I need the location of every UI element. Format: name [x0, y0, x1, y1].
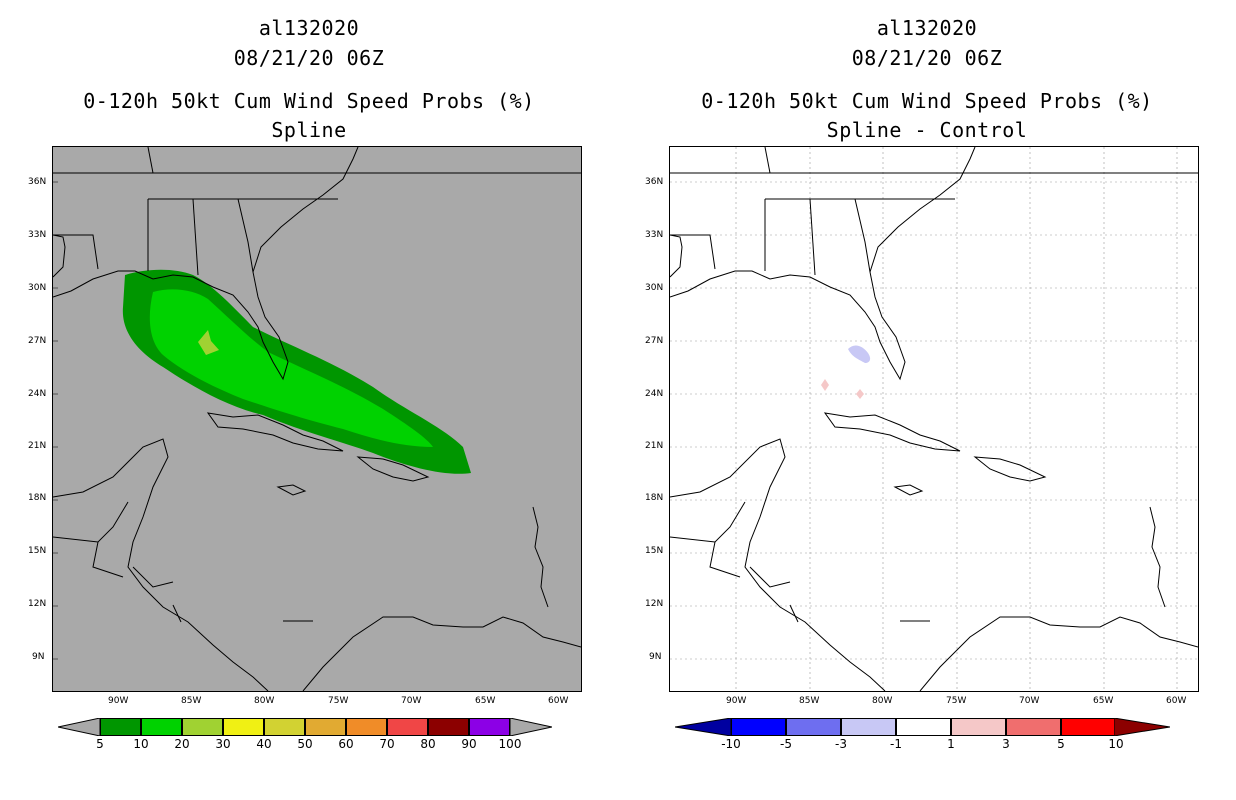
- colorbar-segment: [223, 718, 264, 736]
- colorbar-segment: [841, 718, 896, 736]
- datetime-title: 08/21/20 06Z: [233, 46, 385, 70]
- colorbar-segment: [346, 718, 387, 736]
- colorbar-left-arrow: [58, 718, 100, 736]
- lat-label: 9N: [32, 652, 45, 662]
- lat-label: 36N: [28, 177, 47, 187]
- lat-label: 12N: [28, 599, 47, 609]
- prob-region-20-30: [198, 330, 219, 355]
- lat-label: 18N: [645, 493, 664, 503]
- lat-label: 24N: [28, 389, 47, 399]
- lon-label: 85W: [181, 696, 202, 706]
- map-grid-ticks: [53, 181, 58, 660]
- lat-label: 12N: [645, 599, 664, 609]
- lon-label: 65W: [475, 696, 496, 706]
- lat-label: 36N: [645, 177, 664, 187]
- difference-map-svg: [670, 147, 1198, 691]
- product-title: 0-120h 50kt Cum Wind Speed Probs (%): [83, 89, 535, 113]
- colorbar-segment: [305, 718, 346, 736]
- coastline-map: [53, 147, 581, 691]
- colorbar-right-arrow: [1114, 718, 1170, 736]
- colorbar-label: -5: [780, 737, 792, 751]
- colorbar-label: 70: [379, 737, 395, 751]
- lat-label: 21N: [645, 441, 664, 451]
- method-subtitle: Spline - Control: [826, 118, 1028, 142]
- colorbar-label: -10: [721, 737, 741, 751]
- lat-label: 27N: [28, 336, 47, 346]
- lat-label: 18N: [28, 493, 47, 503]
- colorbar-label: -3: [835, 737, 847, 751]
- lon-label: 65W: [1093, 696, 1114, 706]
- colorbar-segment: [1061, 718, 1116, 736]
- colorbar-label: 60: [338, 737, 354, 751]
- lon-label: 70W: [401, 696, 422, 706]
- prob-region-10-20: [149, 289, 433, 447]
- colorbar-segment: [387, 718, 428, 736]
- lat-label: 30N: [28, 283, 47, 293]
- right-panel: al132020 08/21/20 06Z 0-120h 50kt Cum Wi…: [618, 0, 1236, 800]
- colorbar-label: 3: [1002, 737, 1010, 751]
- colorbar-label: 5: [96, 737, 104, 751]
- lon-label: 60W: [548, 696, 569, 706]
- lat-label: 33N: [645, 230, 664, 240]
- storm-id-title: al132020: [876, 16, 978, 40]
- lon-label: 80W: [254, 696, 275, 706]
- map-gridlines: [670, 147, 1198, 691]
- colorbar-segment: [469, 718, 510, 736]
- colorbar-left-arrow: [675, 718, 731, 736]
- lon-label: 75W: [328, 696, 349, 706]
- colorbar-label: 10: [133, 737, 149, 751]
- probability-map-svg: [53, 147, 581, 691]
- lon-label: 90W: [108, 696, 129, 706]
- colorbar-segment: [731, 718, 786, 736]
- diff-region-1-3: [821, 379, 829, 391]
- colorbar-label: 5: [1057, 737, 1065, 751]
- lat-label: 15N: [28, 546, 47, 556]
- lon-label: 85W: [799, 696, 820, 706]
- difference-map: [669, 146, 1199, 692]
- colorbar-label: 1: [947, 737, 955, 751]
- lat-label: 30N: [645, 283, 664, 293]
- method-subtitle: Spline: [271, 118, 347, 142]
- colorbar-right-arrow: [510, 718, 552, 736]
- colorbar-label: 40: [256, 737, 272, 751]
- lon-label: 75W: [946, 696, 967, 706]
- colorbar-label: 90: [461, 737, 477, 751]
- lat-label: 27N: [645, 336, 664, 346]
- colorbar-segment: [896, 718, 951, 736]
- colorbar-segment: [951, 718, 1006, 736]
- left-panel: al132020 08/21/20 06Z 0-120h 50kt Cum Wi…: [28, 16, 582, 751]
- colorbar-label: 20: [174, 737, 190, 751]
- colorbar-segment: [1006, 718, 1061, 736]
- colorbar-label: 80: [420, 737, 436, 751]
- probability-map: [52, 146, 582, 692]
- colorbar-segment: [100, 718, 141, 736]
- lat-label: 24N: [645, 389, 664, 399]
- lon-label: 90W: [726, 696, 747, 706]
- colorbar-label: 50: [297, 737, 313, 751]
- lat-label: 21N: [28, 441, 47, 451]
- lat-label: 33N: [28, 230, 47, 240]
- colorbar-label: -1: [890, 737, 902, 751]
- diff-region-neg3-neg1: [848, 345, 871, 363]
- colorbar-label: 10: [1108, 737, 1124, 751]
- lon-label: 80W: [872, 696, 893, 706]
- colorbar-segment: [182, 718, 223, 736]
- lat-label: 15N: [645, 546, 664, 556]
- lon-label: 60W: [1166, 696, 1187, 706]
- diff-region-1-3: [856, 389, 864, 399]
- datetime-title: 08/21/20 06Z: [851, 46, 1003, 70]
- colorbar-segment: [428, 718, 469, 736]
- colorbar-label: 100: [498, 737, 522, 751]
- coastline-map: [670, 147, 1198, 691]
- colorbar-segment: [264, 718, 305, 736]
- colorbar-label: 30: [215, 737, 231, 751]
- storm-id-title: al132020: [258, 16, 360, 40]
- product-title: 0-120h 50kt Cum Wind Speed Probs (%): [701, 89, 1153, 113]
- lat-label: 9N: [649, 652, 662, 662]
- colorbar-segment: [141, 718, 182, 736]
- lon-label: 70W: [1019, 696, 1040, 706]
- colorbar-segment: [786, 718, 841, 736]
